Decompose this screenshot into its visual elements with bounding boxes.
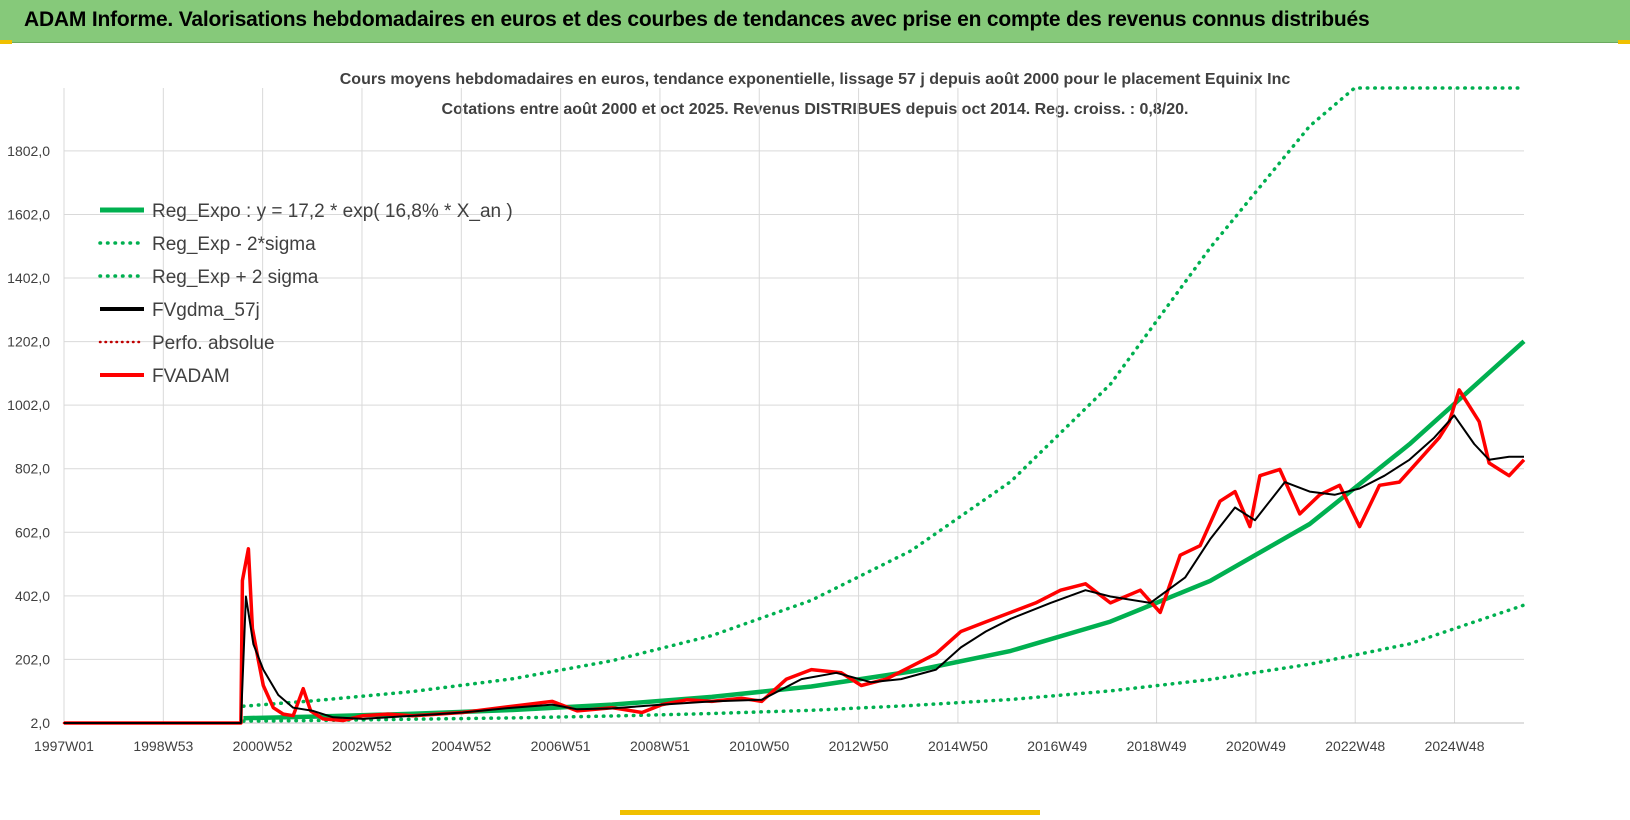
series-line-5 <box>64 388 1526 725</box>
x-tick-label: 2004W52 <box>431 738 491 754</box>
x-tick-label: 2008W51 <box>630 738 690 754</box>
x-tick-label: 2012W50 <box>829 738 889 754</box>
chart-title: Cours moyens hebdomadaires en euros, ten… <box>340 71 1291 88</box>
y-tick-label: 202,0 <box>15 651 50 667</box>
page-header: ADAM Informe. Valorisations hebdomadaire… <box>0 0 1630 43</box>
x-tick-label: 2024W48 <box>1425 738 1485 754</box>
grid <box>63 88 1524 723</box>
y-tick-label: 602,0 <box>15 524 50 540</box>
legend: Reg_Expo : y = 17,2 * exp( 16,8% * X_an … <box>98 201 513 387</box>
legend-label: Reg_Exp + 2 sigma <box>152 267 319 288</box>
y-tick-label: 1602,0 <box>7 206 50 222</box>
y-tick-label: 802,0 <box>15 461 50 477</box>
y-tick-label: 2,0 <box>31 715 51 731</box>
x-tick-label: 2014W50 <box>928 738 988 754</box>
y-tick-label: 402,0 <box>15 588 50 604</box>
legend-label: FVgdma_57j <box>152 300 260 321</box>
corner-accent-left <box>0 40 12 44</box>
legend-label: Reg_Expo : y = 17,2 * exp( 16,8% * X_an … <box>152 201 513 222</box>
x-tick-label: 2002W52 <box>332 738 392 754</box>
y-tick-label: 1002,0 <box>7 397 50 413</box>
legend-label: Perfo. absolue <box>152 333 275 354</box>
series-line-0 <box>243 339 1526 721</box>
x-tick-label: 2016W49 <box>1027 738 1087 754</box>
axes: 2,0 202,0 402,0 602,0 802,0 1002,0 1202,0 1402,… <box>7 143 1524 754</box>
legend-label: FVADAM <box>152 366 230 387</box>
series-line-3 <box>64 414 1524 724</box>
x-tick-label: 1997W01 <box>34 738 94 754</box>
x-tick-label: 2000W52 <box>233 738 293 754</box>
page-title: ADAM Informe. Valorisations hebdomadaire… <box>24 8 1370 31</box>
y-tick-label: 1802,0 <box>7 143 50 159</box>
bottom-accent-bar <box>620 810 1040 815</box>
chart-subtitle: Cotations entre août 2000 et oct 2025. R… <box>442 101 1189 118</box>
x-tick-label: 2020W49 <box>1226 738 1286 754</box>
series-group <box>62 86 1526 725</box>
series-line-1 <box>241 603 1526 723</box>
chart-area: Cours moyens hebdomadaires en euros, ten… <box>0 42 1630 815</box>
legend-label: Reg_Exp - 2*sigma <box>152 234 316 255</box>
x-tick-label: 2022W48 <box>1325 738 1385 754</box>
x-tick-label: 2018W49 <box>1127 738 1187 754</box>
corner-accent-right <box>1618 40 1630 44</box>
y-tick-label: 1202,0 <box>7 334 50 350</box>
x-tick-label: 2006W51 <box>531 738 591 754</box>
y-tick-label: 1402,0 <box>7 270 50 286</box>
line-chart: Cours moyens hebdomadaires en euros, ten… <box>7 71 1526 754</box>
x-tick-label: 2010W50 <box>729 738 789 754</box>
series-line-2 <box>241 86 1526 708</box>
x-tick-label: 1998W53 <box>133 738 193 754</box>
